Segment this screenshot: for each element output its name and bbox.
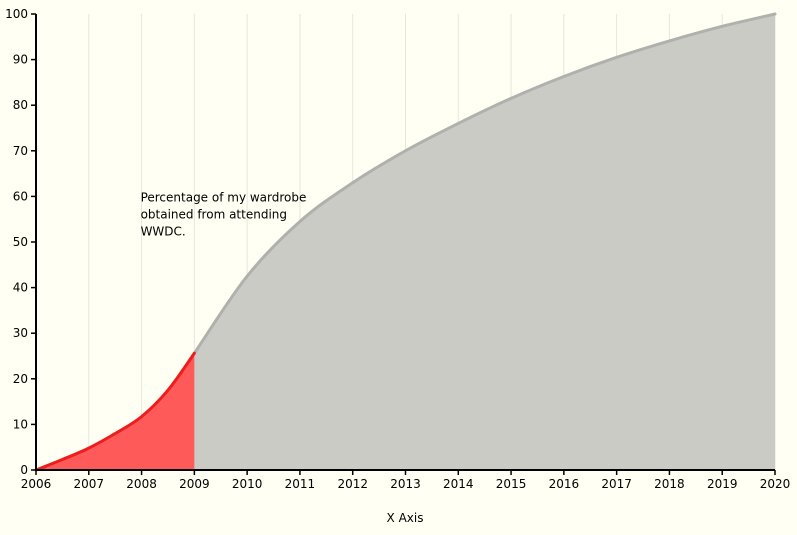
annotation-line: Percentage of my wardrobe <box>141 190 307 204</box>
x-tick-label: 2006 <box>21 477 52 491</box>
y-tick-label: 60 <box>13 189 28 203</box>
series-area-1 <box>194 14 776 470</box>
series-line-0 <box>34 351 196 472</box>
annotation-text: Percentage of my wardrobe obtained from a… <box>141 190 307 238</box>
x-tick-label: 2011 <box>285 477 316 491</box>
annotation-line: obtained from attending <box>141 207 287 221</box>
x-tick-label: 2018 <box>654 477 685 491</box>
axes <box>31 13 776 475</box>
y-tick-label: 90 <box>13 53 28 67</box>
series-area-0 <box>36 353 195 470</box>
x-tick-label: 2016 <box>549 477 580 491</box>
series-line-1 <box>192 12 777 355</box>
y-tick-label: 40 <box>13 281 28 295</box>
x-tick-label: 2020 <box>760 477 791 491</box>
y-tick-label: 20 <box>13 372 28 386</box>
x-tick-label: 2014 <box>443 477 474 491</box>
x-tick-label: 2015 <box>496 477 527 491</box>
x-tick-labels: 2006 2007 2008 2009 2010 2011 2012 2013 2014 2015… <box>21 477 791 491</box>
y-tick-label: 30 <box>13 326 28 340</box>
annotation-line: WWDC. <box>141 224 186 238</box>
x-tick-label: 2007 <box>74 477 105 491</box>
x-axis-title: X Axis <box>387 511 424 525</box>
x-tick-label: 2008 <box>126 477 157 491</box>
y-tick-labels: 0 10 20 30 40 50 60 70 80 90 100 <box>5 7 28 477</box>
y-tick-label: 100 <box>5 7 28 21</box>
x-tick-label: 2013 <box>390 477 421 491</box>
y-tick-label: 80 <box>13 98 28 112</box>
y-tick-label: 10 <box>13 417 28 431</box>
x-tick-label: 2010 <box>232 477 263 491</box>
areas <box>36 14 776 470</box>
x-tick-label: 2012 <box>337 477 368 491</box>
x-tick-label: 2017 <box>601 477 632 491</box>
y-tick-label: 70 <box>13 144 28 158</box>
x-tick-label: 2009 <box>179 477 210 491</box>
y-tick-label: 50 <box>13 235 28 249</box>
series-lines <box>34 12 777 472</box>
y-tick-label: 0 <box>20 463 28 477</box>
x-tick-label: 2019 <box>707 477 738 491</box>
